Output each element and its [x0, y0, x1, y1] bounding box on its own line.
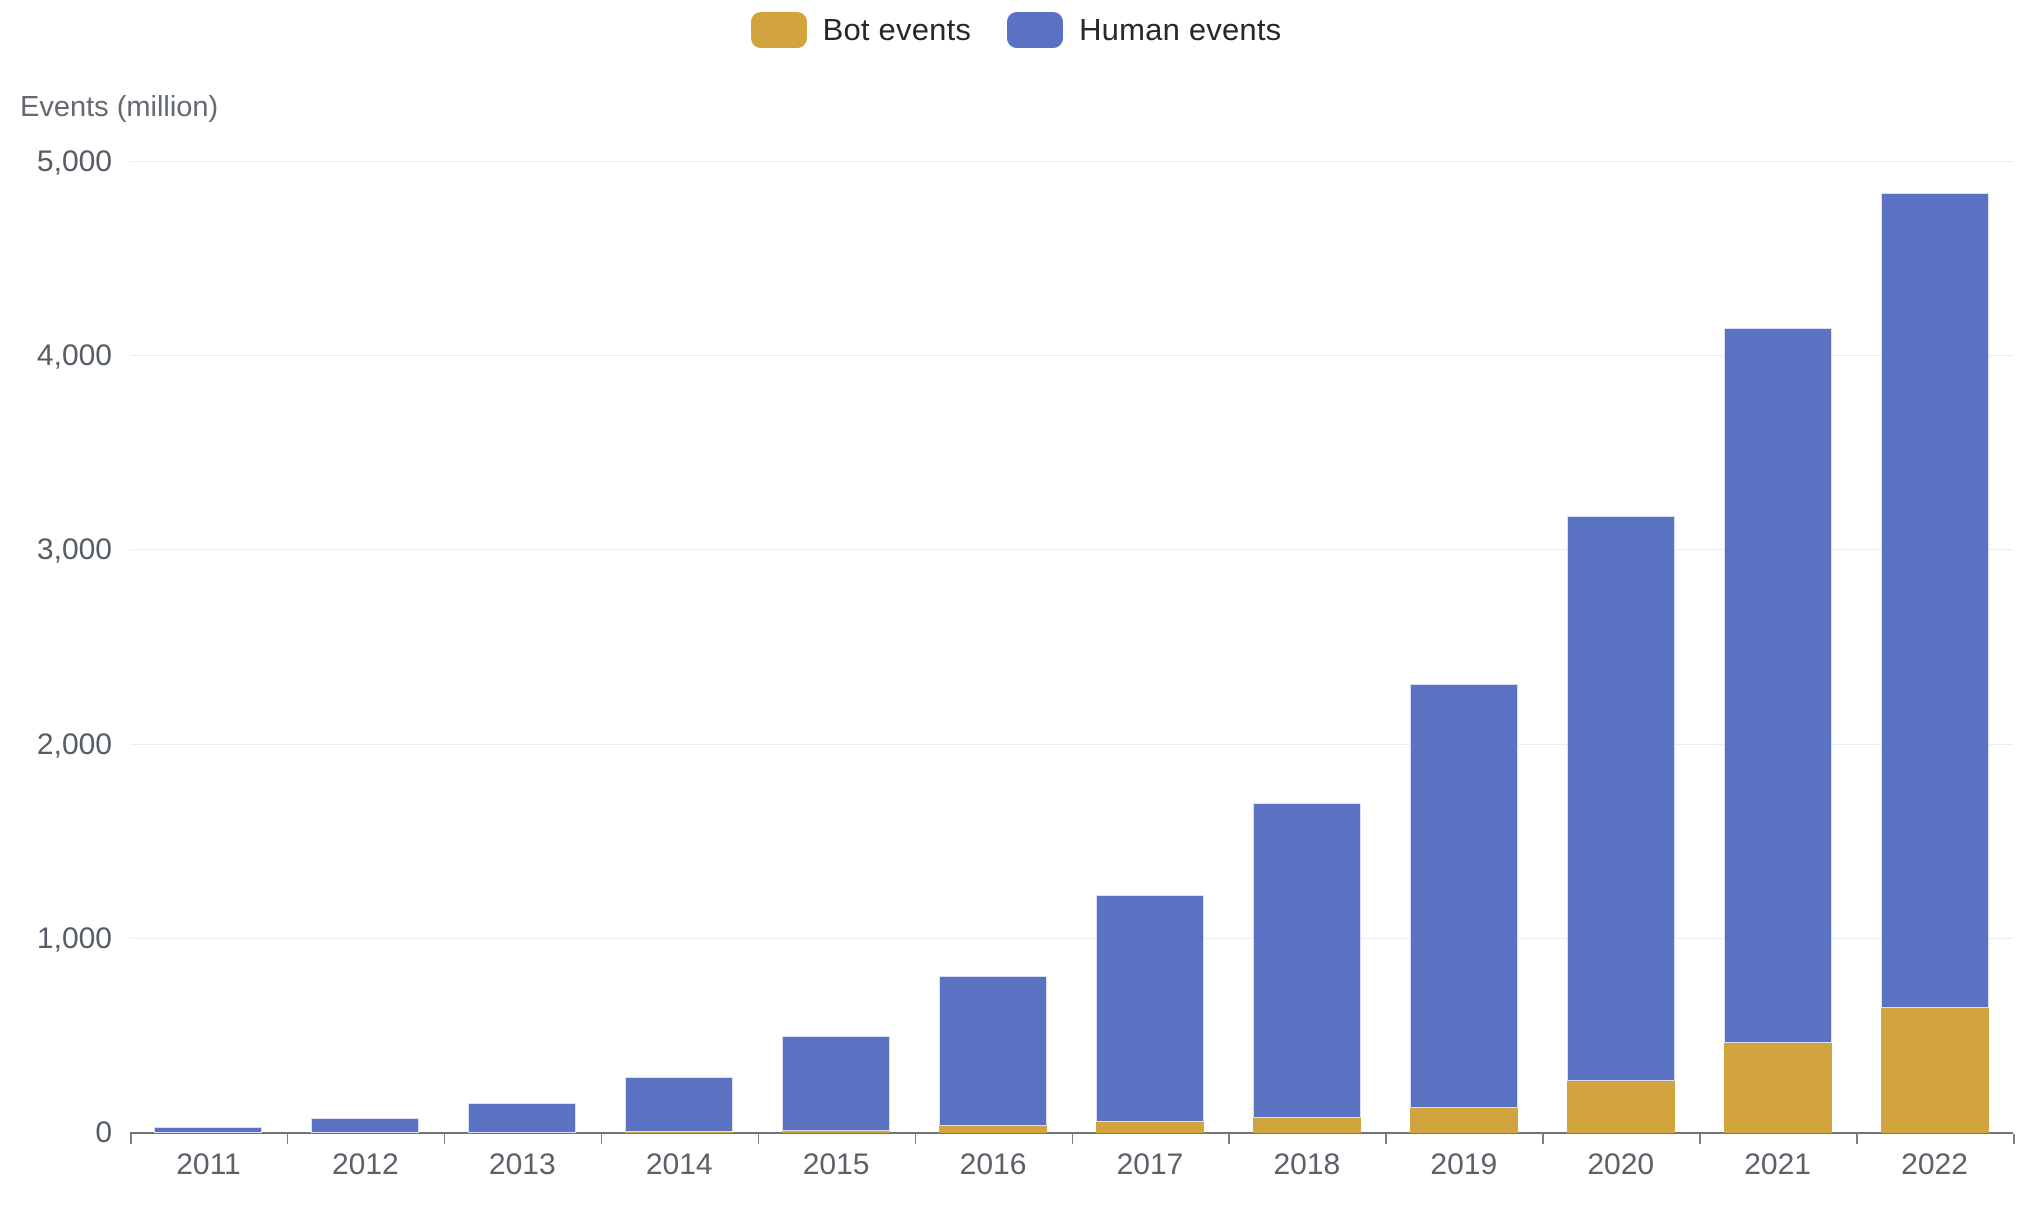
bar-2015[interactable] [782, 1035, 891, 1133]
y-tick-label-1000: 1,000 [36, 921, 112, 955]
bar-2012[interactable] [311, 1117, 420, 1133]
x-tick-label-2018: 2018 [1273, 1148, 1341, 1181]
x-tick-mark [1385, 1134, 1387, 1144]
x-tick-mark [914, 1134, 917, 1144]
x-tick-label-2021: 2021 [1744, 1148, 1811, 1181]
bar-2020[interactable] [1566, 515, 1675, 1133]
legend-label-bot-events: Bot events [822, 12, 972, 47]
bar-2017[interactable] [1095, 894, 1204, 1133]
bar-2014-bot-events[interactable] [625, 1132, 734, 1133]
bar-2019-bot-events[interactable] [1409, 1107, 1518, 1133]
x-axis-line [130, 1132, 2013, 1134]
bar-2017-bot-events[interactable] [1095, 1121, 1204, 1133]
x-tick-label-2017: 2017 [1116, 1148, 1184, 1181]
legend-item-bot-events[interactable]: Bot events [750, 12, 972, 48]
bar-2013[interactable] [468, 1102, 577, 1133]
bar-2012-human-events[interactable] [311, 1117, 420, 1133]
x-tick-mark [1071, 1134, 1073, 1144]
x-tick-label-2022: 2022 [1901, 1148, 1968, 1181]
legend-label-human-events: Human events [1079, 12, 1282, 47]
gridline-4000 [130, 355, 2013, 357]
legend-item-human-events[interactable]: Human events [1007, 12, 1281, 48]
x-tick-mark [2013, 1134, 2015, 1144]
bar-2017-human-events[interactable] [1095, 894, 1204, 1122]
bot-events-swatch-icon [750, 12, 807, 48]
x-tick-label-2020: 2020 [1587, 1148, 1655, 1181]
bar-2018-bot-events[interactable] [1252, 1117, 1361, 1133]
y-tick-label-0: 0 [95, 1116, 112, 1149]
x-tick-mark [130, 1134, 132, 1144]
legend: Bot events Human events [0, 12, 2032, 48]
gridline-2000 [130, 743, 2013, 745]
y-tick-label-2000: 2,000 [36, 727, 112, 761]
gridline-5000 [130, 161, 2013, 162]
bar-2021[interactable] [1723, 328, 1832, 1133]
bar-2022-bot-events[interactable] [1880, 1008, 1989, 1133]
plot-area [130, 161, 2015, 1144]
x-tick-label-2015: 2015 [802, 1148, 870, 1181]
bar-2018-human-events[interactable] [1252, 802, 1361, 1118]
bar-2014[interactable] [625, 1076, 734, 1133]
bar-2016[interactable] [939, 975, 1048, 1133]
x-tick-mark [1542, 1134, 1544, 1144]
x-tick-mark [1228, 1134, 1230, 1144]
bar-2011[interactable] [154, 1127, 263, 1133]
bar-2020-human-events[interactable] [1566, 515, 1675, 1081]
bar-2019-human-events[interactable] [1409, 683, 1518, 1108]
x-tick-mark [1699, 1134, 1701, 1144]
x-tick-mark [443, 1134, 446, 1144]
bar-2018[interactable] [1252, 802, 1361, 1133]
bar-2016-human-events[interactable] [939, 975, 1048, 1127]
x-tick-mark [1856, 1134, 1858, 1144]
bar-2015-bot-events[interactable] [782, 1130, 891, 1133]
x-tick-mark [757, 1134, 760, 1144]
x-tick-label-2016: 2016 [959, 1148, 1027, 1181]
bar-2013-human-events[interactable] [468, 1102, 577, 1133]
bar-2011-human-events[interactable] [154, 1127, 263, 1133]
human-events-swatch-icon [1007, 12, 1064, 48]
bar-2016-bot-events[interactable] [939, 1126, 1048, 1133]
gridline-1000 [130, 937, 2013, 939]
bar-2021-bot-events[interactable] [1723, 1042, 1832, 1133]
y-tick-label-4000: 4,000 [36, 339, 112, 373]
bar-2022[interactable] [1880, 193, 1989, 1133]
x-tick-mark [286, 1134, 289, 1144]
bar-2022-human-events[interactable] [1880, 193, 1989, 1009]
x-tick-mark [600, 1134, 603, 1144]
gridline-3000 [130, 549, 2013, 551]
bar-2020-bot-events[interactable] [1566, 1080, 1675, 1133]
y-axis-title: Events (million) [20, 91, 219, 123]
bar-2021-human-events[interactable] [1723, 328, 1832, 1043]
x-tick-label-2019: 2019 [1430, 1148, 1498, 1181]
x-tick-label-2012: 2012 [332, 1148, 399, 1181]
x-tick-label-2011: 2011 [176, 1148, 241, 1181]
bar-2015-human-events[interactable] [782, 1035, 891, 1131]
bar-2019[interactable] [1409, 683, 1518, 1133]
x-tick-label-2014: 2014 [645, 1148, 713, 1181]
x-tick-label-2013: 2013 [488, 1148, 556, 1181]
bar-2014-human-events[interactable] [625, 1076, 734, 1132]
y-tick-label-3000: 3,000 [36, 533, 112, 567]
y-tick-label-5000: 5,000 [36, 145, 112, 178]
